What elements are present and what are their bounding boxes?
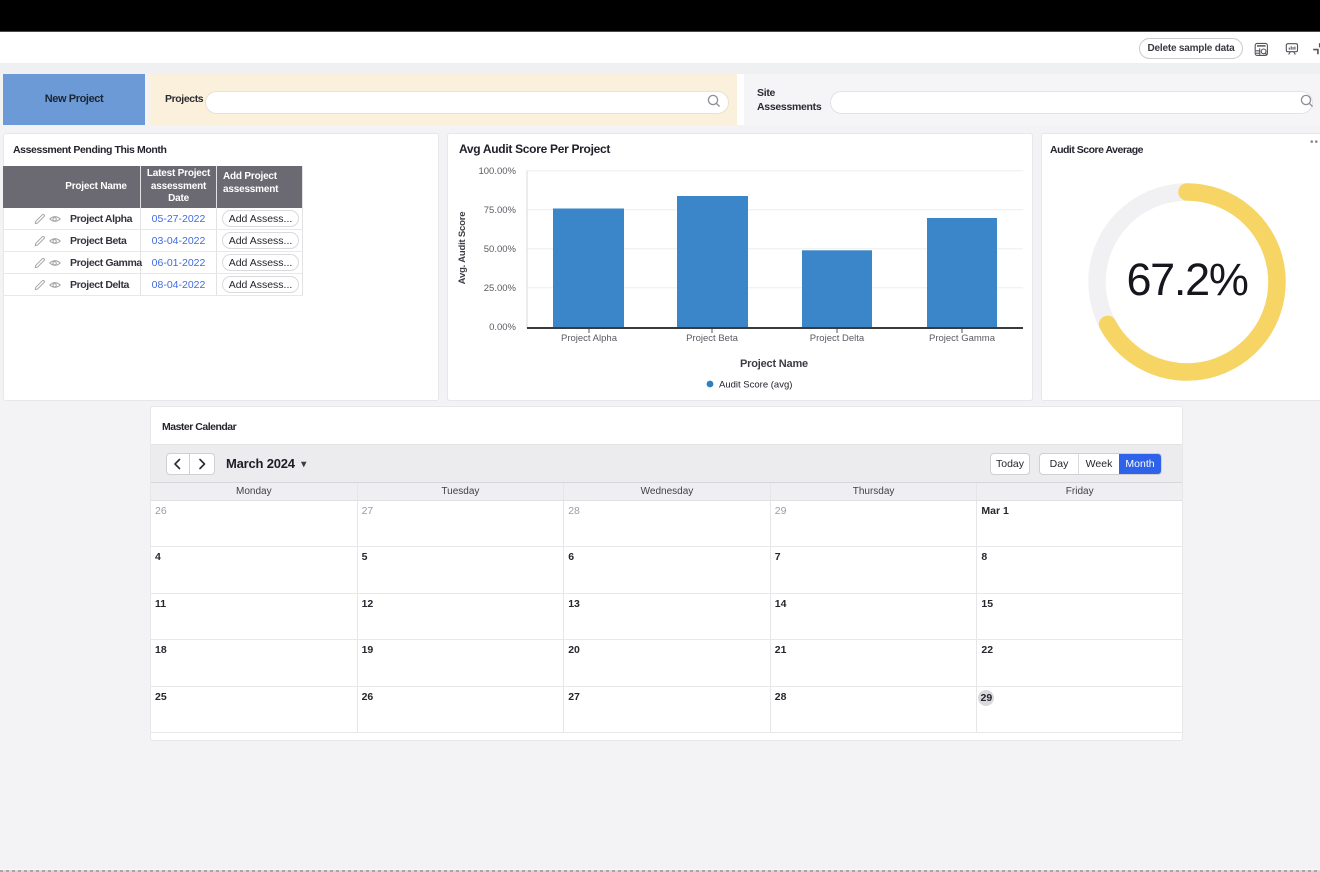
svg-text:Avg. Audit Score: Avg. Audit Score <box>457 212 468 285</box>
svg-text:0.00%: 0.00% <box>489 322 516 333</box>
svg-text:67.2%: 67.2% <box>1126 254 1247 305</box>
svg-text:Audit Score (avg): Audit Score (avg) <box>719 380 792 391</box>
svg-text:Project Beta: Project Beta <box>686 333 738 344</box>
svg-text:75.00%: 75.00% <box>484 205 517 216</box>
svg-text:Project Gamma: Project Gamma <box>929 333 996 344</box>
svg-text:Project Delta: Project Delta <box>810 333 865 344</box>
svg-text:Project Alpha: Project Alpha <box>561 333 618 344</box>
svg-text:50.00%: 50.00% <box>484 244 517 255</box>
svg-text:Project Name: Project Name <box>740 358 808 370</box>
svg-text:25.00%: 25.00% <box>484 283 517 294</box>
svg-text:100.00%: 100.00% <box>478 166 516 177</box>
